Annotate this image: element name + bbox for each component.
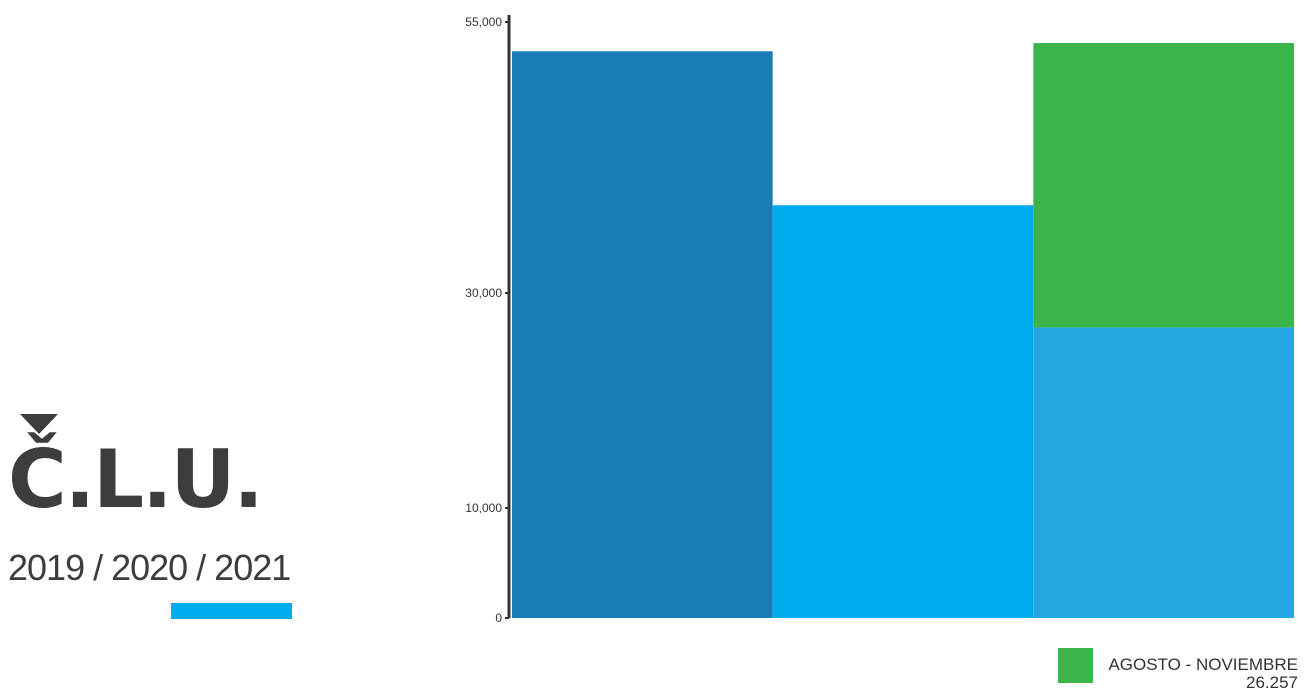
bar-2021 [1033, 327, 1294, 618]
y-tick-label: 0 [495, 611, 502, 625]
logo-years: 2019 / 2020 / 2021 [8, 547, 291, 588]
y-tick-label: 55,000 [465, 15, 502, 29]
legend: AGOSTO - NOVIEMBRE 26.257 [1058, 648, 1298, 692]
bar-2021-agosto-noviembre [1033, 43, 1294, 328]
bar-2019 [512, 51, 773, 618]
y-tick-label: 10,000 [465, 501, 502, 515]
bar-2020 [772, 205, 1034, 619]
clu-logo: Č.L.U. 2019 / 2020 / 2021 [8, 410, 328, 640]
y-tick-label: 30,000 [465, 286, 502, 300]
logo-name: Č.L.U. [8, 433, 264, 526]
legend-value: 26.257 [1246, 673, 1298, 692]
legend-label: AGOSTO - NOVIEMBRE [1108, 655, 1298, 674]
logo-accent-bar [171, 603, 292, 619]
caron-mark-icon [20, 414, 58, 434]
legend-swatch [1058, 648, 1093, 683]
